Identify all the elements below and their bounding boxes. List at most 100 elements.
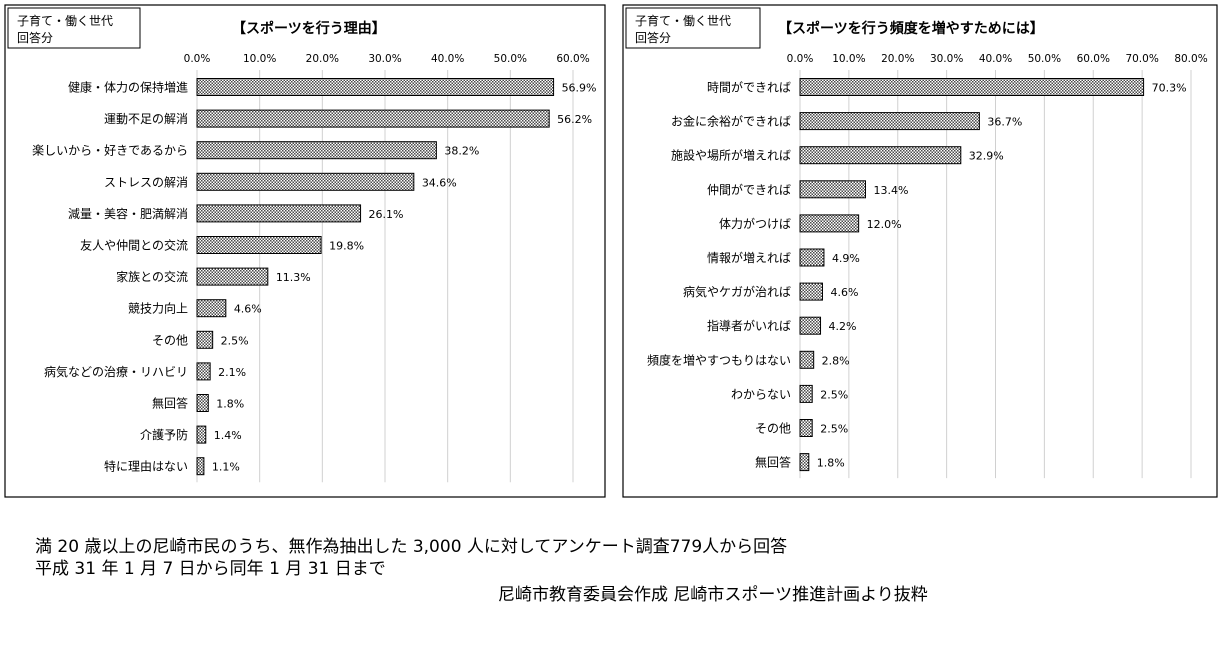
- category-label: 友人や仲間との交流: [80, 238, 188, 253]
- category-label: 無回答: [152, 396, 188, 411]
- x-tick-label: 70.0%: [1125, 53, 1158, 65]
- value-label: 36.7%: [987, 116, 1022, 129]
- value-label: 56.2%: [557, 113, 592, 126]
- group-label-line: 子育て・働く世代: [17, 13, 113, 28]
- bar: [799, 112, 980, 131]
- bar: [799, 146, 962, 165]
- value-label: 2.5%: [820, 388, 848, 401]
- category-label: 特に理由はない: [104, 459, 188, 474]
- category-label: 情報が増えれば: [707, 250, 791, 265]
- category-label: お金に余裕ができれば: [671, 114, 791, 129]
- x-tick-label: 10.0%: [832, 53, 865, 65]
- value-label: 2.1%: [218, 366, 246, 379]
- bar: [196, 425, 207, 444]
- x-tick-label: 30.0%: [930, 53, 963, 65]
- bar: [799, 384, 813, 403]
- value-label: 1.8%: [216, 398, 244, 411]
- value-label: 12.0%: [867, 218, 902, 231]
- category-label: 運動不足の解消: [104, 112, 188, 126]
- category-label: その他: [755, 422, 791, 436]
- bar: [799, 78, 1145, 96]
- source-note: 尼崎市教育委員会作成 尼崎市スポーツ推進計画より抜粋: [498, 585, 928, 605]
- value-label: 56.9%: [562, 82, 597, 95]
- chart-title: 【スポーツを行う理由】: [232, 20, 386, 37]
- category-label: 体力がつけば: [719, 216, 791, 231]
- value-label: 13.4%: [873, 184, 908, 197]
- category-label: 施設や場所が増えれば: [671, 148, 791, 163]
- x-tick-label: 40.0%: [979, 53, 1012, 65]
- bar: [799, 316, 822, 335]
- x-tick-label: 0.0%: [787, 53, 814, 65]
- bar: [196, 172, 415, 191]
- value-label: 4.2%: [829, 320, 857, 333]
- value-label: 32.9%: [969, 150, 1004, 163]
- chart-title: 【スポーツを行う頻度を増やすためには】: [778, 20, 1044, 37]
- bar: [196, 330, 214, 349]
- bar: [196, 394, 209, 412]
- bar: [799, 282, 823, 301]
- category-label: 楽しいから・好きであるから: [32, 144, 188, 158]
- x-tick-label: 10.0%: [243, 53, 276, 65]
- x-tick-label: 20.0%: [881, 53, 914, 65]
- bar: [799, 180, 866, 199]
- group-label-line: 回答分: [17, 30, 53, 45]
- category-label: 介護予防: [140, 427, 188, 442]
- x-tick-label: 0.0%: [184, 53, 211, 65]
- category-label: 指導者がいれば: [707, 318, 791, 333]
- value-label: 2.5%: [820, 423, 848, 436]
- category-label: 競技力向上: [128, 301, 188, 316]
- bar: [799, 214, 860, 233]
- group-label-box: [625, 7, 761, 49]
- value-label: 2.8%: [822, 354, 850, 367]
- category-label: 家族との交流: [116, 269, 188, 284]
- bar: [196, 267, 269, 286]
- group-label-line: 子育て・働く世代: [635, 13, 731, 28]
- bar: [196, 457, 205, 476]
- category-label: その他: [152, 333, 188, 347]
- survey-note: 満 20 歳以上の尼崎市民のうち、無作為抽出した 3,000 人に対してアンケー…: [35, 537, 788, 557]
- bar: [196, 141, 437, 160]
- group-label-line: 回答分: [635, 30, 671, 45]
- bar: [196, 236, 322, 254]
- x-tick-label: 40.0%: [431, 53, 464, 65]
- bar: [799, 419, 813, 437]
- x-tick-label: 50.0%: [1028, 53, 1061, 65]
- value-label: 11.3%: [276, 271, 311, 284]
- bar: [196, 109, 550, 128]
- bar: [799, 248, 825, 267]
- category-label: 病気などの治療・リハビリ: [44, 364, 188, 379]
- value-label: 4.9%: [832, 252, 860, 265]
- category-label: 健康・体力の保持増進: [68, 80, 188, 95]
- category-label: 病気やケガが治れば: [683, 284, 791, 299]
- category-label: 減量・美容・肥満解消: [68, 206, 188, 221]
- value-label: 38.2%: [444, 145, 479, 158]
- value-label: 19.8%: [329, 240, 364, 253]
- x-tick-label: 30.0%: [368, 53, 401, 65]
- bar: [196, 78, 555, 96]
- category-label: 時間ができれば: [707, 80, 791, 95]
- survey-period: 平成 31 年 1 月 7 日から同年 1 月 31 日まで: [35, 559, 386, 579]
- x-tick-label: 20.0%: [306, 53, 339, 65]
- group-label-box: [7, 7, 141, 49]
- value-label: 4.6%: [830, 286, 858, 299]
- x-tick-label: 80.0%: [1174, 53, 1207, 65]
- bar: [799, 350, 815, 369]
- value-label: 1.4%: [214, 429, 242, 442]
- category-label: 仲間ができれば: [707, 182, 791, 197]
- value-label: 34.6%: [422, 176, 457, 189]
- bar: [196, 299, 227, 318]
- value-label: 1.8%: [817, 457, 845, 470]
- bar: [799, 453, 810, 472]
- bar: [196, 362, 211, 381]
- x-tick-label: 60.0%: [556, 53, 589, 65]
- value-label: 2.5%: [221, 334, 249, 347]
- value-label: 1.1%: [212, 461, 240, 474]
- x-tick-label: 60.0%: [1077, 53, 1110, 65]
- category-label: ストレスの解消: [104, 175, 188, 189]
- value-label: 26.1%: [369, 208, 404, 221]
- value-label: 70.3%: [1152, 82, 1187, 95]
- x-tick-label: 50.0%: [494, 53, 527, 65]
- category-label: わからない: [731, 387, 791, 401]
